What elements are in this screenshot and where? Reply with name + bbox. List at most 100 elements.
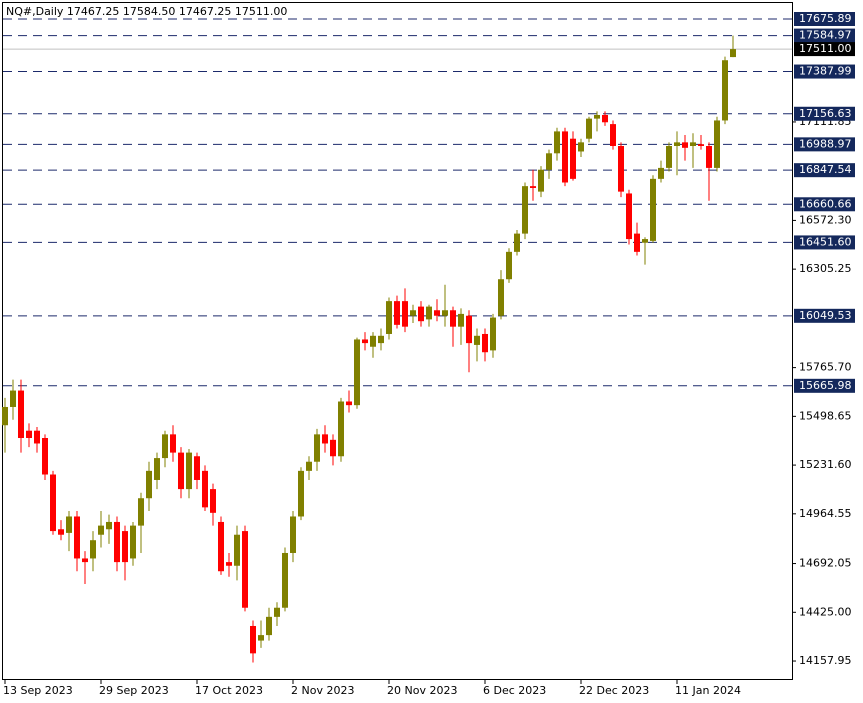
candle-body (290, 516, 296, 553)
candle-body (170, 434, 176, 453)
y-tick-label: 15231.60 (799, 458, 852, 471)
level-box (794, 64, 855, 79)
candle-body (50, 474, 56, 532)
candle-body (82, 558, 88, 563)
candle-body (442, 310, 448, 316)
x-tick-label: 20 Nov 2023 (387, 684, 457, 697)
candle-body (594, 114, 600, 119)
candle-body (402, 301, 408, 327)
candle-body (234, 534, 240, 566)
level-label: 15665.98 (799, 379, 852, 392)
candle-body (554, 131, 560, 154)
candle-body (218, 521, 224, 572)
candle-body (538, 169, 544, 192)
candle-body (98, 525, 104, 535)
candle-body (418, 306, 424, 322)
candle-body (674, 142, 680, 147)
candle-body (250, 625, 256, 654)
candle-body (90, 540, 96, 559)
candle-body (466, 315, 472, 344)
candle-body (434, 310, 440, 316)
y-tick-label: 16572.30 (799, 213, 852, 226)
candle-body (722, 60, 728, 121)
y-tick-label: 14964.55 (799, 507, 852, 520)
last-price-label: 17511.00 (799, 42, 852, 55)
y-tick-label: 16305.25 (799, 262, 852, 275)
plot-frame (2, 2, 793, 680)
x-tick-label: 13 Sep 2023 (3, 684, 73, 697)
x-tick-label: 29 Sep 2023 (99, 684, 169, 697)
candle-body (482, 333, 488, 353)
level-label: 17387.99 (799, 65, 852, 78)
candle-body (354, 339, 360, 406)
candle-body (10, 390, 16, 407)
candle-body (130, 525, 136, 559)
candle-body (346, 401, 352, 406)
candle-body (146, 470, 152, 499)
level-box (794, 235, 855, 250)
candle-body (474, 335, 480, 345)
level-label: 16049.53 (799, 309, 852, 322)
level-label: 17584.97 (799, 29, 852, 42)
level-box (794, 308, 855, 323)
level-box (794, 378, 855, 393)
candle-body (298, 470, 304, 517)
candle-body (714, 120, 720, 168)
candle-body (394, 301, 400, 325)
candle-body (426, 306, 432, 320)
candle-body (610, 124, 616, 147)
candle-body (194, 456, 200, 480)
candle-body (258, 635, 264, 641)
y-tick-label: 14692.05 (799, 557, 852, 570)
candle-body (178, 452, 184, 490)
candle-body (18, 390, 24, 439)
candle-body (338, 401, 344, 457)
level-label: 17156.63 (799, 107, 852, 120)
level-label: 16451.60 (799, 235, 852, 248)
x-tick-label: 22 Dec 2023 (579, 684, 649, 697)
candle-body (682, 142, 688, 148)
candle-body (226, 562, 232, 566)
candle-body (618, 146, 624, 192)
candle-body (378, 335, 384, 344)
y-tick-label: 14425.00 (799, 605, 852, 618)
candle-body (114, 521, 120, 563)
x-tick-label: 2 Nov 2023 (291, 684, 354, 697)
level-box (794, 163, 855, 178)
level-label: 16988.97 (799, 137, 852, 150)
candle-body (570, 138, 576, 179)
candle-body (274, 607, 280, 617)
candle-body (650, 178, 656, 241)
candle-body (162, 434, 168, 459)
candle-body (562, 131, 568, 183)
candle-body (490, 317, 496, 351)
candle-body (314, 434, 320, 462)
level-box (794, 12, 855, 27)
candle-body (450, 310, 456, 327)
candle-body (386, 301, 392, 334)
level-box (794, 197, 855, 212)
candle-body (34, 430, 40, 444)
candle-body (522, 186, 528, 234)
level-box (794, 137, 855, 152)
candle-body (730, 49, 736, 58)
last-price-box (794, 42, 855, 57)
candle-body (202, 470, 208, 508)
candle-body (370, 335, 376, 347)
candle-body (514, 233, 520, 252)
candle-body (26, 430, 32, 439)
candle-body (106, 521, 112, 530)
level-label: 16660.66 (799, 197, 852, 210)
x-tick-label: 11 Jan 2024 (675, 684, 741, 697)
candle-body (410, 310, 416, 316)
candle-body (458, 313, 464, 327)
candle-body (138, 498, 144, 526)
candle-body (658, 167, 664, 179)
candle-body (698, 144, 704, 147)
candle-body (706, 146, 712, 168)
candle-body (266, 616, 272, 636)
y-tick-label: 14157.95 (799, 654, 852, 667)
candle-body (58, 529, 64, 535)
candle-body (242, 531, 248, 608)
